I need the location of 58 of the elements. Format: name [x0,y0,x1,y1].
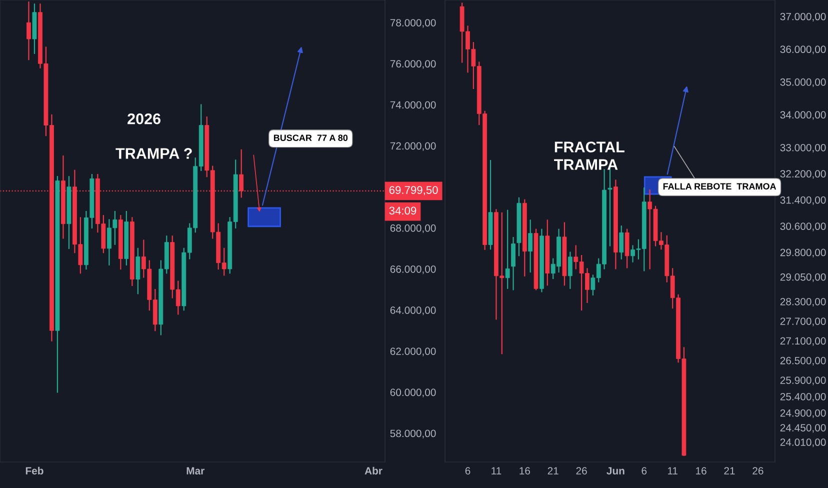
y-tick-label: 33.000,00 [780,144,826,153]
annotation: FRACTAL TRAMPA [554,142,624,170]
y-tick-label: 26.500,00 [780,356,826,366]
x-tick-label: 11 [492,467,502,474]
x-tick-label: 16 [696,467,706,475]
candlestick [619,226,624,260]
y-tick-label: 78.000,00 [390,19,436,28]
x-tick-label: 21 [548,467,558,474]
y-tick-label: 76.000,00 [390,60,436,69]
y-tick-label: 24.900,00 [780,409,826,418]
x-tick-label: 21 [724,467,735,474]
x-tick-label: Mar [186,467,204,475]
text: 34:09 [389,206,416,215]
candlestick [511,237,516,290]
candlestick [528,220,533,273]
x-tick-label: Abr [364,466,382,475]
y-tick-label: 74.000,00 [390,101,436,110]
candlestick [624,228,630,268]
candlestick [568,252,572,289]
y-tick-label: 25.900,00 [780,376,826,386]
x-tick-label: 6 [465,467,470,475]
y-tick-label: 29.800,00 [780,248,826,258]
candlestick [505,210,510,289]
x-tick-label: 6 [642,467,647,475]
x-tick-label: 11 [668,467,678,474]
annotation: TRAMPA ? [116,148,192,159]
y-tick-label: 27.100,00 [780,337,826,346]
y-tick-label: 37.000,00 [780,12,826,22]
y-tick-label: 64.000,00 [390,306,436,316]
y-tick-label: 24.450,00 [780,424,826,433]
annotation: 2026 [128,113,160,124]
annotation: FALLA REBOTE TRAMOA [663,183,776,190]
y-tick-label: 32.200,00 [780,170,826,179]
y-tick-label: 66.000,00 [390,265,436,274]
y-tick-label: 28.300,00 [780,298,826,307]
x-tick-label: 26 [752,467,764,475]
candlestick [26,2,31,60]
y-tick-label: 25.400,00 [780,392,826,402]
y-tick-label: 27.700,00 [780,318,826,326]
y-tick-label: 34.000,00 [780,111,826,120]
y-tick-label: 30.600,00 [780,222,826,232]
x-tick-label: Feb [26,466,44,475]
x-tick-label: 16 [520,467,530,475]
y-tick-label: 36.000,00 [780,46,826,54]
y-tick-label: 58.000,00 [390,430,436,438]
y-tick-label: 31.400,00 [780,196,826,205]
y-tick-label: 62.000,00 [390,348,436,356]
x-tick-label: Jun [606,467,624,475]
y-tick-label: 72.000,00 [390,142,436,151]
y-tick-label: 35.000,00 [780,78,826,88]
y-tick-label: 68.000,00 [390,224,436,234]
x-tick-label: 26 [576,467,587,475]
ref-line-label: 69.799,50 [389,186,438,196]
y-tick-label: 60.000,00 [390,388,436,398]
annotation: BUSCAR 77 A 80 [274,134,348,142]
y-tick-label: 24.010,00 [780,438,826,448]
y-tick-label: 29.050,00 [780,273,826,282]
candlestick [136,248,140,294]
